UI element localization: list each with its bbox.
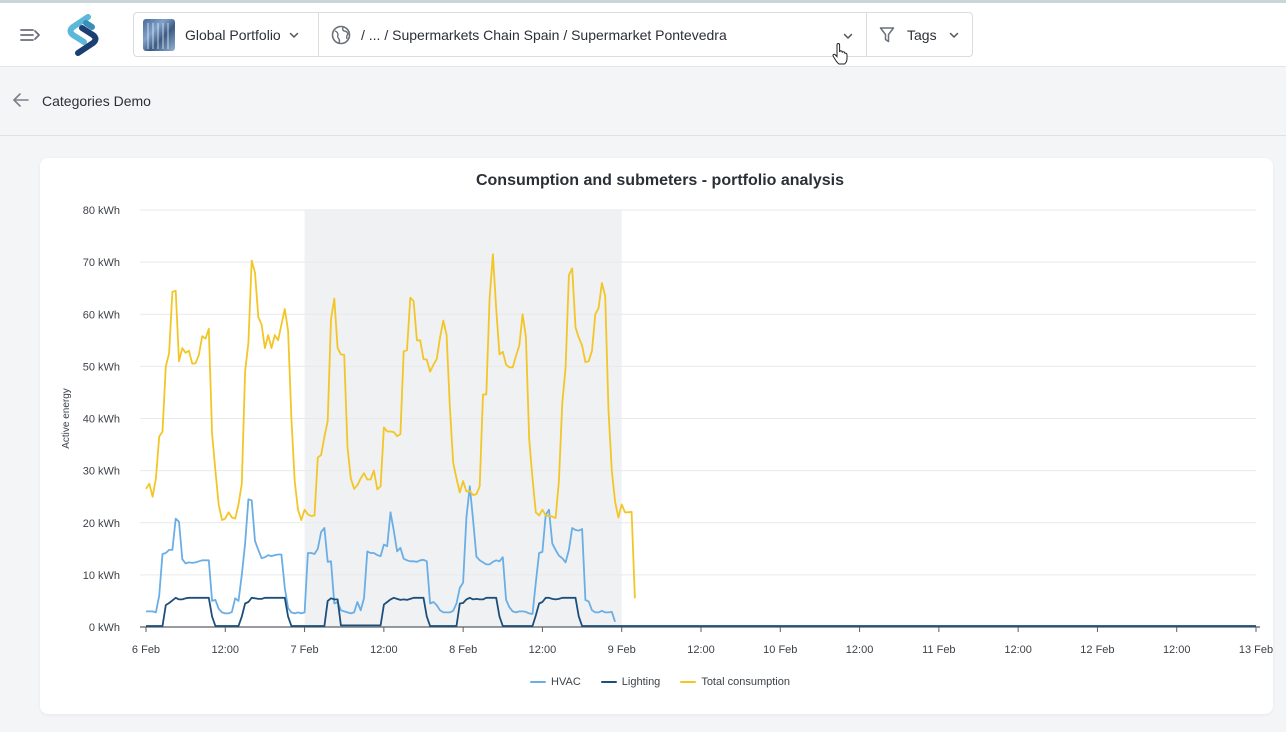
top-accent-bar xyxy=(0,0,1286,3)
tags-label: Tags xyxy=(907,26,937,43)
x-tick-label: 6 Feb xyxy=(132,644,160,656)
portfolio-thumbnail xyxy=(143,18,175,51)
y-tick-label: 70 kWh xyxy=(83,257,120,269)
back-arrow-icon[interactable] xyxy=(12,92,30,108)
x-tick-label: 13 Feb xyxy=(1239,644,1273,656)
location-path-label: / ... / Supermarkets Chain Spain / Super… xyxy=(361,26,727,43)
x-tick-label: 11 Feb xyxy=(922,644,955,656)
tags-filter[interactable]: Tags xyxy=(867,13,972,56)
y-tick-label: 60 kWh xyxy=(83,309,120,321)
portfolio-label: Global Portfolio xyxy=(185,26,281,43)
y-tick-label: 20 kWh xyxy=(83,518,120,530)
x-tick-label: 9 Feb xyxy=(608,644,636,656)
legend-label: Total consumption xyxy=(701,676,790,688)
y-tick-label: 50 kWh xyxy=(83,361,120,373)
hand-pointer-cursor-icon xyxy=(832,43,848,65)
menu-toggle-icon[interactable] xyxy=(18,23,44,47)
chart-card: Consumption and submeters - portfolio an… xyxy=(40,158,1273,714)
portfolio-selector[interactable]: Global Portfolio xyxy=(134,13,319,56)
x-tick-label: 12:00 xyxy=(1163,644,1191,656)
page-subheader: Categories Demo xyxy=(0,68,1286,136)
series-line-total-consumption xyxy=(145,253,636,599)
chart-title: Consumption and submeters - portfolio an… xyxy=(475,172,845,189)
legend-item-hvac[interactable]: HVAC xyxy=(530,676,581,688)
series-line-hvac xyxy=(146,485,616,623)
chevron-down-icon xyxy=(843,33,853,39)
x-tick-label: 8 Feb xyxy=(449,644,477,656)
y-tick-label: 0 kWh xyxy=(89,622,120,634)
x-tick-label: 10 Feb xyxy=(763,644,797,656)
legend-swatch xyxy=(680,681,697,683)
chevron-down-icon xyxy=(289,32,298,38)
chart-legend: HVAC Lighting Total consumption xyxy=(40,676,1280,688)
x-tick-label: 12 Feb xyxy=(1080,644,1114,656)
page-title: Categories Demo xyxy=(42,93,151,109)
app-logo[interactable] xyxy=(62,13,104,57)
x-tick-label: 7 Feb xyxy=(291,644,319,656)
legend-label: HVAC xyxy=(551,676,581,688)
legend-swatch xyxy=(600,681,617,683)
legend-label: Lighting xyxy=(621,676,661,688)
y-tick-label: 40 kWh xyxy=(83,414,120,426)
y-axis-label: Active energy xyxy=(61,388,72,449)
location-path-selector[interactable]: / ... / Supermarkets Chain Spain / Super… xyxy=(319,13,867,56)
x-tick-label: 12:00 xyxy=(846,644,874,656)
consumption-line-chart: 0 kWh 10 kWh 20 kWh 30 kWh 40 kWh 50 kWh 60 kW… xyxy=(61,205,1273,656)
series-line-lighting xyxy=(146,596,1256,627)
x-tick-label: 12:00 xyxy=(370,644,398,656)
x-tick-label: 12:00 xyxy=(212,644,240,656)
top-navigation-bar: Global Portfolio / ... / Supermarkets Ch… xyxy=(0,3,1286,67)
chevron-down-icon xyxy=(949,32,958,38)
filter-icon xyxy=(879,26,895,42)
x-tick-label: 12:00 xyxy=(529,644,557,656)
x-tick-label: 12:00 xyxy=(1004,644,1032,656)
y-tick-label: 80 kWh xyxy=(83,205,120,217)
globe-icon xyxy=(331,25,351,44)
y-tick-label: 30 kWh xyxy=(83,466,120,478)
y-tick-label: 10 kWh xyxy=(83,570,120,582)
legend-item-lighting[interactable]: Lighting xyxy=(600,676,661,688)
legend-swatch xyxy=(530,681,547,683)
x-tick-label: 12:00 xyxy=(687,644,715,656)
context-selector-group: Global Portfolio / ... / Supermarkets Ch… xyxy=(133,12,973,57)
legend-item-total-consumption[interactable]: Total consumption xyxy=(680,676,790,688)
